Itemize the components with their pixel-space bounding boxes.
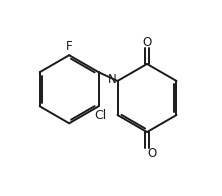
- Text: Cl: Cl: [95, 109, 107, 122]
- Text: O: O: [142, 36, 152, 49]
- Text: O: O: [148, 147, 157, 160]
- Text: N: N: [108, 74, 116, 86]
- Text: F: F: [66, 40, 72, 53]
